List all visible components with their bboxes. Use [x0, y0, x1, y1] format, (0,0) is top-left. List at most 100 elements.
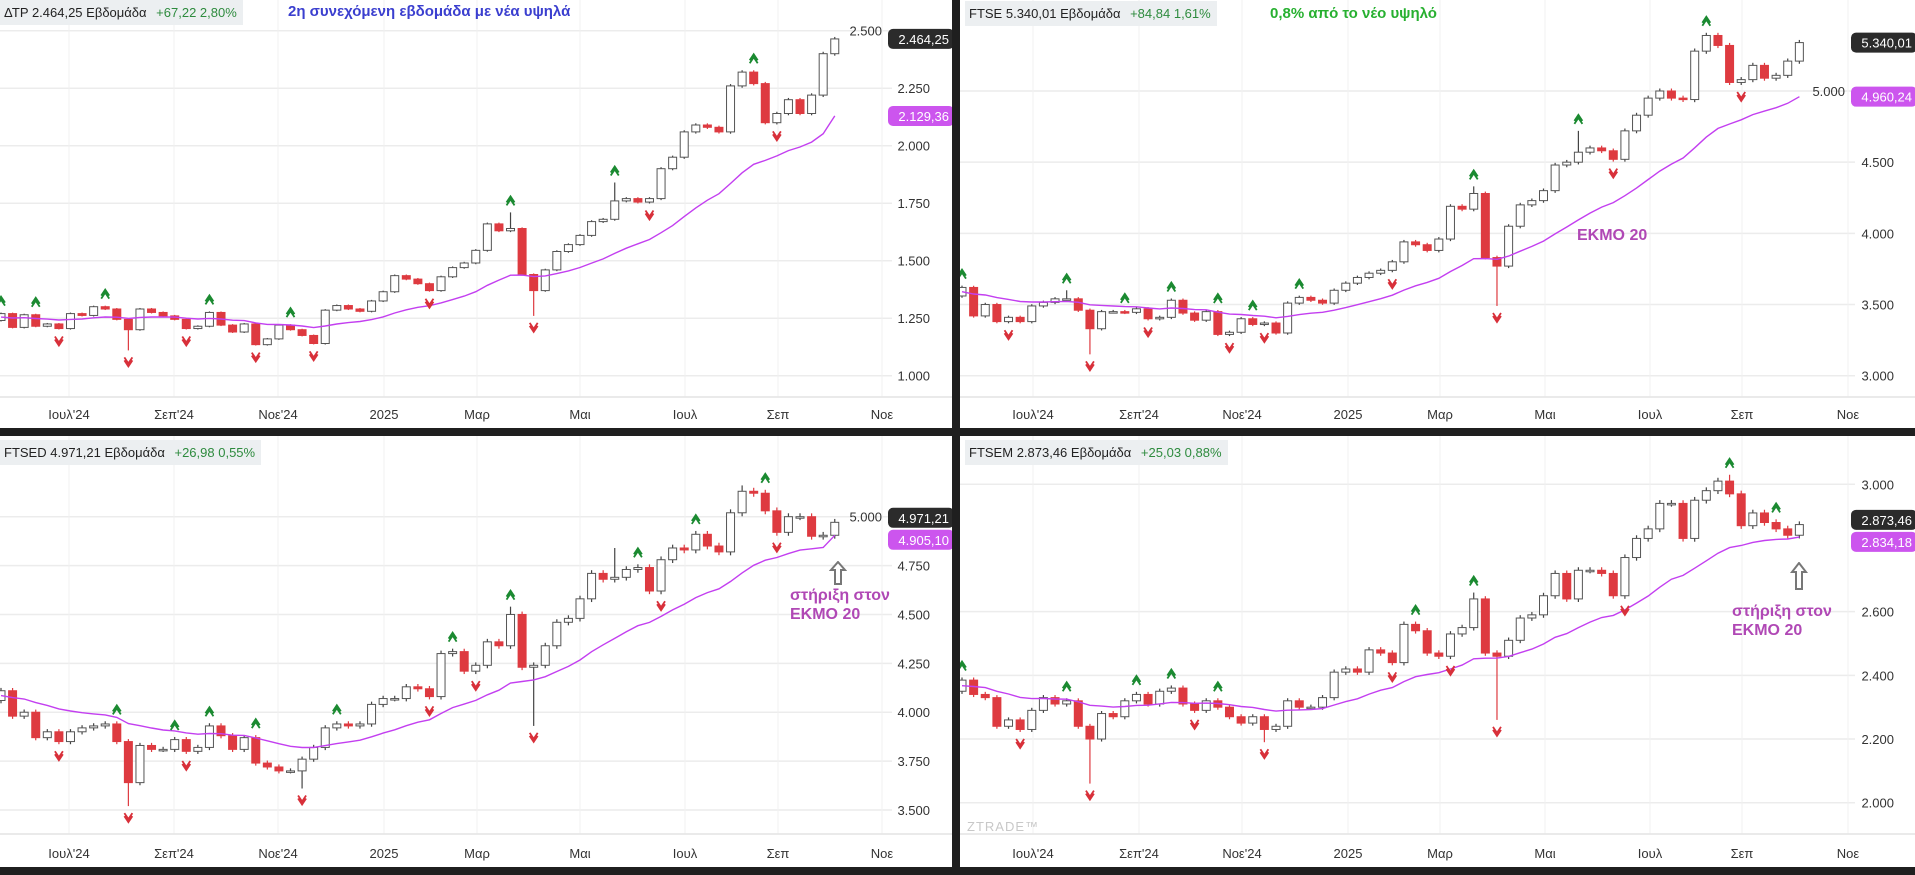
candle-body — [251, 737, 261, 764]
candle — [1120, 309, 1130, 315]
candlestick-chart[interactable]: 2.000 2.200 2.400 2.600 3.000 Ιουλ'24 Σεπ'24 Νο… — [960, 436, 1915, 867]
x-tick-label: Σεπ'24 — [154, 846, 194, 861]
candle — [621, 566, 631, 581]
candle-body — [1445, 633, 1455, 657]
candle — [1178, 298, 1188, 315]
candle-body — [54, 323, 64, 330]
candle — [54, 729, 64, 745]
new-high-marker-icon — [100, 288, 110, 300]
candle — [1678, 500, 1688, 542]
x-tick-label: 2025 — [1334, 407, 1363, 422]
candle-body — [147, 308, 157, 313]
annotation-line: στήριξη στον — [1732, 603, 1832, 620]
candle-body — [1294, 296, 1304, 304]
candle-body — [1201, 311, 1211, 321]
candle — [158, 311, 168, 317]
candle-body — [100, 723, 110, 727]
candle — [1283, 698, 1293, 729]
x-tick-label: Ιουλ — [1638, 407, 1663, 422]
candle-body — [1062, 700, 1072, 705]
candle — [506, 606, 516, 649]
candle-body — [575, 598, 585, 619]
candle — [1771, 72, 1781, 81]
annotation-line: ΕΚΜΟ 20 — [790, 606, 861, 623]
candle — [1213, 310, 1223, 337]
chart-panel-ftsem[interactable]: FTSEM 2.873,46 Εβδομάδα +25,03 0,88% στή… — [960, 436, 1915, 867]
annotation-line: στήριξη στον — [790, 587, 890, 604]
annotation-support: στήριξη στον ΕΚΜΟ 20 — [1732, 602, 1832, 640]
candle — [1352, 275, 1362, 286]
candle — [274, 324, 284, 340]
candle — [251, 323, 261, 346]
ema-20-line — [961, 536, 1800, 712]
x-tick-label: Μαι — [569, 846, 590, 861]
candle — [679, 130, 689, 159]
candle — [1050, 695, 1060, 707]
candle-body — [181, 739, 191, 752]
candle — [1399, 621, 1409, 666]
chart-panel-ftse[interactable]: FTSE 5.340,01 Εβδομάδα +84,84 1,61% 0,8%… — [960, 0, 1915, 428]
new-high-marker-icon — [1701, 15, 1712, 27]
candle-body — [830, 38, 840, 55]
candle — [702, 530, 712, 550]
symbol: FTSED — [4, 445, 47, 460]
change: +84,84 1,61% — [1130, 6, 1211, 21]
candle-body — [1666, 502, 1676, 506]
candle — [1504, 224, 1514, 269]
new-high-marker-icon — [1248, 299, 1258, 311]
candle — [1690, 496, 1700, 542]
candlestick-chart[interactable]: 3.500 3.750 4.000 4.250 4.500 4.750 5.000 Ιουλ'… — [0, 436, 952, 867]
new-high-marker-icon — [1724, 457, 1735, 469]
change-value: +26,98 — [174, 445, 215, 460]
candle-body — [1445, 205, 1455, 240]
chart-header: ΔΤΡ 2.464,25 Εβδομάδα +67,22 2,80% — [0, 0, 243, 25]
ema-price-badge-label: 2.129,36 — [898, 109, 949, 124]
chart-panel-ftsed[interactable]: FTSED 4.971,21 Εβδομάδα +26,98 0,55% στή… — [0, 436, 952, 867]
candle-body — [1480, 598, 1490, 654]
candle — [598, 217, 608, 223]
candle-body — [1271, 322, 1281, 334]
candle — [1108, 711, 1118, 720]
candle-body — [1725, 44, 1735, 83]
candle-body — [1306, 296, 1316, 301]
candle — [1259, 321, 1269, 327]
ema-price-badge: 2.129,36 — [888, 105, 952, 126]
symbol: ΔΤΡ — [4, 5, 29, 20]
candle-body — [378, 698, 388, 705]
candle — [1643, 95, 1653, 118]
candle-body — [1585, 569, 1595, 573]
candle-body — [621, 198, 631, 202]
new-high-marker-icon — [1061, 272, 1072, 284]
candlestick-chart[interactable]: 3.000 3.500 4.000 4.500 5.000 Ιουλ'24 Σεπ'24 Νο… — [960, 0, 1915, 428]
x-tick-label: Μαι — [1534, 407, 1555, 422]
candle — [54, 322, 64, 330]
candle — [1411, 621, 1421, 634]
candlestick-chart[interactable]: 1.000 1.250 1.500 1.750 2.000 2.250 2.500 Ιουλ'… — [0, 0, 952, 428]
candle — [401, 274, 411, 281]
candle-body — [1166, 687, 1176, 692]
candle-body — [216, 725, 226, 737]
candle-body — [992, 304, 1002, 323]
candle-body — [1097, 713, 1107, 740]
candle — [1329, 669, 1339, 701]
candle-body — [1457, 627, 1467, 635]
candle — [19, 709, 29, 719]
candle-body — [1597, 569, 1607, 574]
y-tick-label: 2.400 — [1861, 668, 1894, 683]
candle — [1306, 295, 1316, 303]
new-low-marker-icon — [1143, 326, 1153, 339]
new-low-marker-icon — [644, 209, 655, 222]
candle-body — [31, 711, 41, 739]
new-low-marker-icon — [1259, 332, 1270, 344]
annotation-support: στήριξη στον ΕΚΜΟ 20 — [790, 586, 890, 624]
ema-price-badge-bg — [888, 105, 952, 126]
new-low-marker-icon — [772, 130, 782, 143]
candle — [1387, 650, 1397, 666]
candle-body — [436, 276, 446, 292]
x-tick-label: Ιουλ'24 — [1012, 407, 1053, 422]
candle-body — [1527, 200, 1537, 206]
candle-body — [1632, 114, 1642, 132]
chart-panel-dtr[interactable]: ΔΤΡ 2.464,25 Εβδομάδα +67,22 2,80% 2η συ… — [0, 0, 952, 428]
candle — [1759, 62, 1769, 81]
change-value: +67,22 — [156, 5, 197, 20]
